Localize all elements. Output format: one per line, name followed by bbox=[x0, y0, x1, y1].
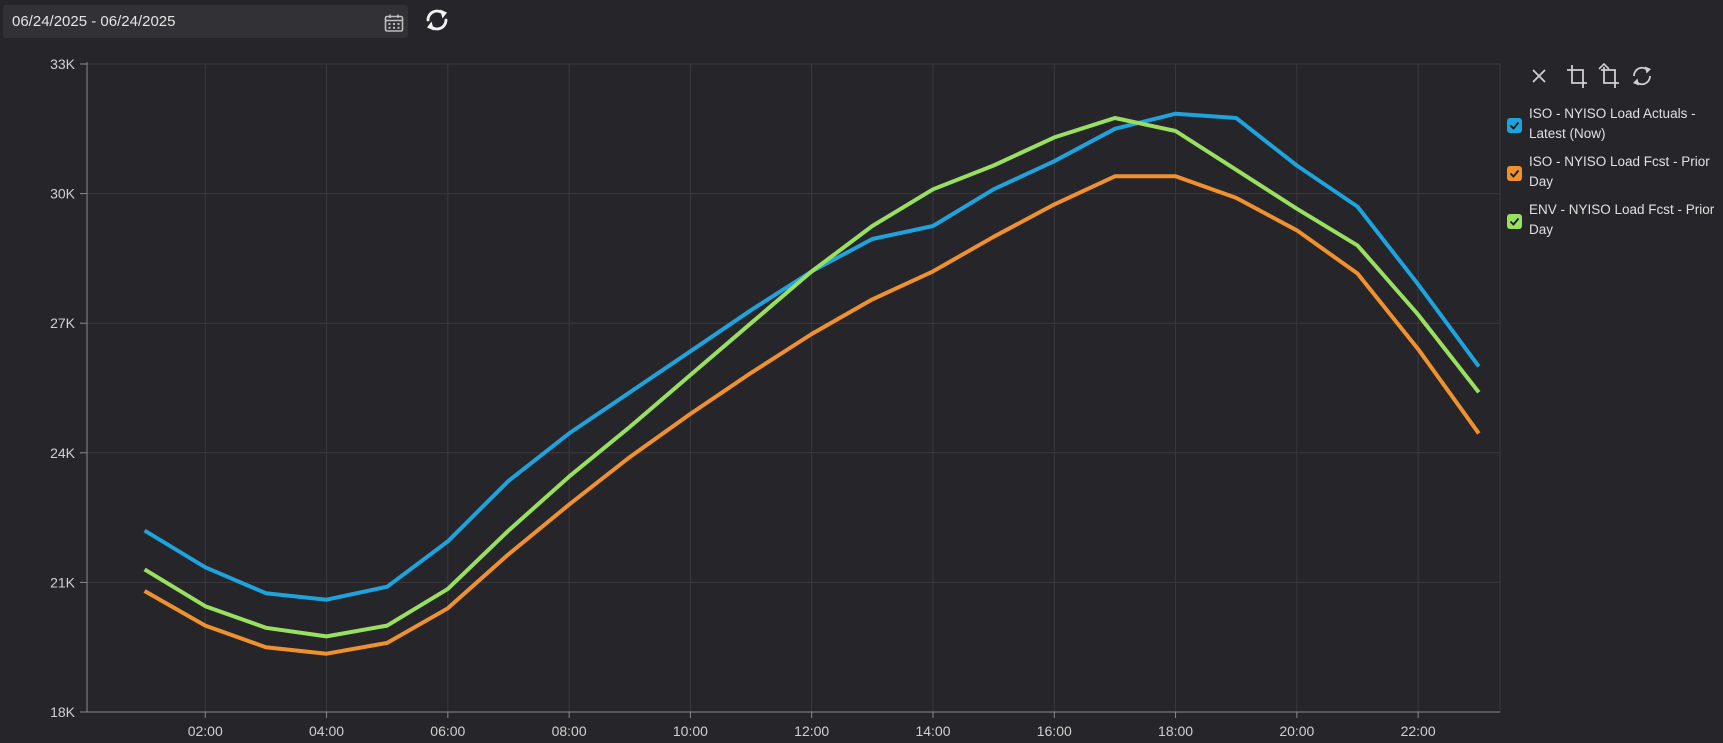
legend-checkbox[interactable] bbox=[1507, 118, 1522, 133]
legend-item[interactable]: ISO - NYISO Load Fcst - Prior Day bbox=[1503, 152, 1723, 200]
chart-grid bbox=[86, 63, 1501, 713]
x-tick-label: 08:00 bbox=[552, 723, 587, 739]
x-axis-ticks: 02:00 04:00 06:00 08:00 10:00 12:00 14:00 16:00… bbox=[188, 723, 1436, 739]
x-tick-label: 04:00 bbox=[309, 723, 344, 739]
x-tick-label: 14:00 bbox=[915, 723, 950, 739]
reset-icon[interactable] bbox=[1630, 62, 1654, 90]
close-icon[interactable] bbox=[1527, 62, 1551, 90]
crop-icon[interactable] bbox=[1565, 62, 1589, 90]
chart-toolbar bbox=[1527, 62, 1667, 90]
x-tick-label: 06:00 bbox=[430, 723, 465, 739]
y-tick-label: 21K bbox=[50, 574, 76, 590]
top-bar: 06/24/2025 - 06/24/2025 bbox=[0, 0, 1723, 44]
chart-legend: ISO - NYISO Load Actuals - Latest (Now) … bbox=[1503, 104, 1723, 248]
series-line-3[interactable] bbox=[143, 116, 1481, 639]
series-line-2[interactable] bbox=[143, 174, 1481, 656]
y-tick-label: 18K bbox=[50, 704, 76, 720]
legend-label: ISO - NYISO Load Fcst - Prior Day bbox=[1529, 154, 1710, 189]
x-tick-label: 20:00 bbox=[1279, 723, 1314, 739]
plot-border bbox=[86, 63, 1501, 713]
legend-label: ISO - NYISO Load Actuals - Latest (Now) bbox=[1529, 106, 1696, 141]
y-tick-label: 30K bbox=[50, 186, 76, 202]
x-tick-label: 12:00 bbox=[794, 723, 829, 739]
chart-axes bbox=[80, 62, 1500, 718]
legend-checkbox[interactable] bbox=[1507, 166, 1522, 181]
x-tick-label: 10:00 bbox=[673, 723, 708, 739]
y-axis-ticks: 18K 21K 24K 27K 30K 33K bbox=[50, 56, 76, 720]
date-range-picker[interactable]: 06/24/2025 - 06/24/2025 bbox=[3, 5, 408, 38]
y-tick-label: 33K bbox=[50, 56, 76, 72]
crop-rotate-icon[interactable] bbox=[1597, 62, 1621, 90]
x-tick-label: 02:00 bbox=[188, 723, 223, 739]
date-range-value[interactable]: 06/24/2025 - 06/24/2025 bbox=[12, 13, 176, 30]
legend-item[interactable]: ENV - NYISO Load Fcst - Prior Day bbox=[1503, 200, 1723, 248]
y-tick-label: 27K bbox=[50, 315, 76, 331]
x-tick-label: 18:00 bbox=[1158, 723, 1193, 739]
legend-checkbox[interactable] bbox=[1507, 214, 1522, 229]
x-tick-label: 22:00 bbox=[1401, 723, 1436, 739]
calendar-icon[interactable] bbox=[384, 14, 404, 32]
y-tick-label: 24K bbox=[50, 445, 76, 461]
x-tick-label: 16:00 bbox=[1037, 723, 1072, 739]
legend-label: ENV - NYISO Load Fcst - Prior Day bbox=[1529, 202, 1715, 237]
legend-item[interactable]: ISO - NYISO Load Actuals - Latest (Now) bbox=[1503, 104, 1723, 152]
refresh-icon[interactable] bbox=[424, 6, 450, 34]
chart-series[interactable] bbox=[143, 111, 1481, 656]
